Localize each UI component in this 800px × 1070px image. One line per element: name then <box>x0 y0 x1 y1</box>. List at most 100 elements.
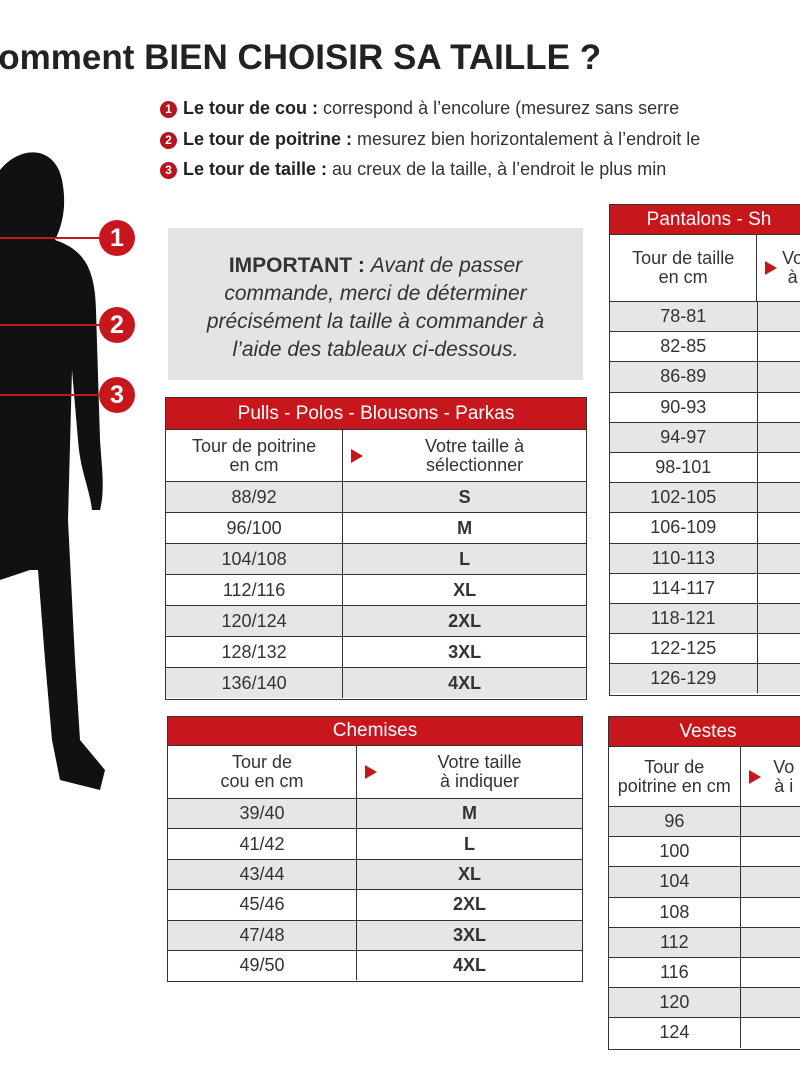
arrow <box>748 769 761 784</box>
table-row: 88/92 S <box>166 481 586 512</box>
size-cell <box>739 927 800 957</box>
measure-cell: 136/140 <box>221 672 287 693</box>
important-text: Avant de passer commande, merci de déter… <box>206 254 545 361</box>
measure-cell: 88/92 <box>231 486 277 507</box>
measure-cell: 94-97 <box>660 426 707 447</box>
important-box: IMPORTANT : Avant de passer commande, me… <box>168 228 583 380</box>
arrow <box>365 765 378 779</box>
size-cell <box>756 483 800 513</box>
table-row: 120 <box>609 987 800 1018</box>
table-title: Pulls - Polos - Blousons - Parkas <box>166 398 586 429</box>
measure-cell: 122-125 <box>650 638 717 659</box>
size-cell <box>756 603 800 634</box>
measure-cell: 41/42 <box>239 833 285 854</box>
size-cell: M <box>342 513 586 543</box>
arrow <box>765 261 778 275</box>
table-row: 108 <box>609 896 800 927</box>
size-table: Chemises Tour de cou en cm Votre taille à … <box>167 716 583 983</box>
table-row: 112/116 XL <box>166 574 586 605</box>
table-row: 86-89 <box>610 361 800 392</box>
header-cell: Vo à i <box>739 747 800 806</box>
measure-cell: 45/46 <box>239 894 285 915</box>
table-row: 126-129 <box>610 663 800 694</box>
instruction-label: Le tour de cou : <box>183 98 318 118</box>
measure-cell: 110-113 <box>651 547 715 568</box>
table-title: Pantalons - Sh <box>610 205 800 234</box>
header-text: Vo à i <box>773 756 795 796</box>
marker-line <box>0 324 100 326</box>
size-table: Vestes Tour de poitrine en cm Vo à i 96 100 1… <box>608 716 800 1050</box>
table-row: 118-121 <box>610 602 800 634</box>
marker: 1 <box>99 220 135 256</box>
size-cell <box>739 867 800 897</box>
measure-cell: 96 <box>664 811 685 832</box>
measure-cell: 82-85 <box>660 336 707 357</box>
table-row: 104/108 L <box>166 543 586 574</box>
header-cell: Tour de taille en cm <box>632 248 735 287</box>
table-row: 47/48 3XL <box>168 919 582 950</box>
size-cell: L <box>342 544 586 574</box>
measure-cell: 90-93 <box>660 396 707 417</box>
measure-cell: 78-81 <box>660 306 707 327</box>
header-text: Vo à <box>782 248 800 287</box>
measure-cell: 98-101 <box>655 457 712 478</box>
size-cell: 3XL <box>342 637 586 667</box>
size-cell: 2XL <box>342 606 586 636</box>
size-cell <box>756 543 800 573</box>
instruction-number: 3 <box>160 162 177 179</box>
table-row: 100 <box>609 836 800 867</box>
header-cell: Vo à <box>756 235 800 301</box>
header-cell: Votre taille à indiquer <box>356 746 582 798</box>
table-row: 78-81 <box>610 301 800 332</box>
measure-cell: 128/132 <box>221 641 287 662</box>
measure-cell: 104/108 <box>221 548 287 569</box>
header-cell: Tour de poitrine en cm <box>192 435 317 475</box>
measure-cell: 96/100 <box>226 517 282 538</box>
measure-cell: 100 <box>659 841 690 862</box>
instruction-text: correspond à l’encolure (mesurez sans se… <box>323 98 680 118</box>
title: Comment BIEN CHOISIR SA TAILLE ? <box>0 38 602 77</box>
table-row: 114-117 <box>610 572 800 603</box>
measure-cell: 120/124 <box>221 610 287 631</box>
size-table: Pantalons - Sh Tour de taille en cm Vo à 78… <box>609 204 800 696</box>
size-cell <box>739 988 800 1018</box>
table-row: 104 <box>609 866 800 897</box>
table-title: Vestes <box>609 717 800 746</box>
measure-cell: 114-117 <box>651 577 715 598</box>
table-header-row: Tour de poitrine en cm Vo à i <box>609 746 800 806</box>
instruction-label: Le tour de poitrine : <box>183 129 352 149</box>
size-cell: XL <box>342 575 586 605</box>
instruction-number: 2 <box>160 132 177 149</box>
size-cell <box>739 897 800 927</box>
measure-cell: 112/116 <box>222 579 286 600</box>
table-row: 116 <box>609 956 800 988</box>
measure-cell: 112 <box>659 931 689 952</box>
size-cell <box>756 332 800 362</box>
size-table: Pulls - Polos - Blousons - Parkas Tour de… <box>165 397 587 700</box>
table-row: 120/124 2XL <box>166 605 586 636</box>
header-cell: Tour de poitrine en cm <box>617 756 731 796</box>
marker: 2 <box>99 307 135 343</box>
measure-cell: 106-109 <box>650 517 717 538</box>
table-row: 49/50 4XL <box>168 949 582 981</box>
size-cell: M <box>356 799 582 829</box>
size-cell <box>756 452 800 483</box>
measure-cell: 108 <box>659 901 690 922</box>
table-header-row: Tour de cou en cm Votre taille à indiquer <box>168 745 582 798</box>
instruction: 3 Le tour de taille : au creux de la tail… <box>160 159 666 180</box>
table-row: 82-85 <box>610 331 800 362</box>
table-row: 94-97 <box>610 421 800 452</box>
marker: 3 <box>99 377 135 413</box>
size-cell <box>739 837 800 867</box>
table-row: 90-93 <box>610 391 800 422</box>
marker-line <box>0 394 100 396</box>
measure-cell: 47/48 <box>239 924 285 945</box>
silhouette <box>0 152 105 790</box>
table-row: 102-105 <box>610 482 800 513</box>
table-row: 45/46 2XL <box>168 889 582 920</box>
measure-cell: 104 <box>659 871 690 892</box>
marker-line <box>0 237 100 239</box>
size-cell <box>756 573 800 603</box>
measure-cell: 102-105 <box>650 487 717 508</box>
